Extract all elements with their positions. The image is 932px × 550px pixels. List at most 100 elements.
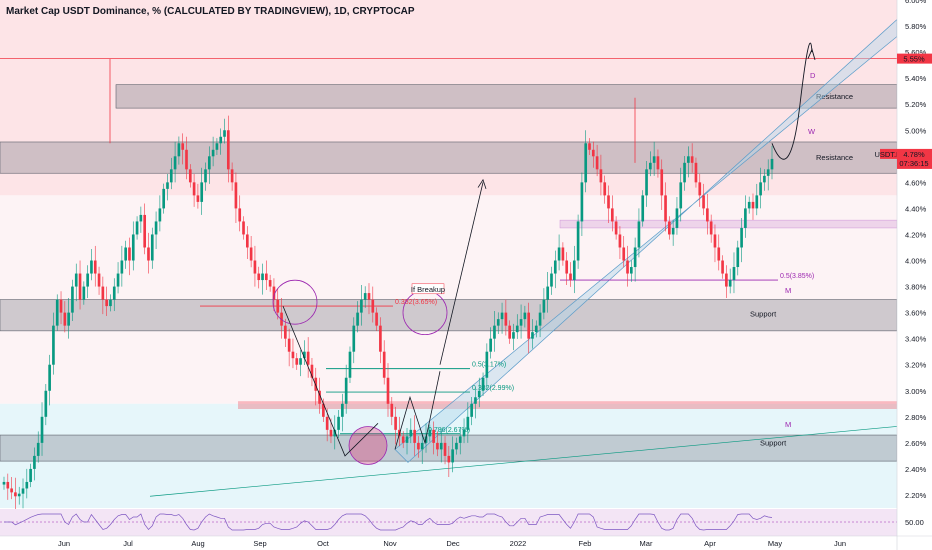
candle-body (128, 247, 131, 261)
candle-body (363, 293, 367, 300)
annotations: If Breakup W D M M (272, 42, 816, 465)
candle-body (603, 182, 607, 196)
target-tag (897, 53, 932, 64)
candle-body (755, 195, 759, 209)
candle-body (333, 429, 337, 437)
candle-body (295, 358, 299, 365)
candle-body (645, 169, 648, 196)
candle-body (71, 286, 74, 313)
swing-path (394, 371, 441, 450)
candle-body (272, 286, 276, 300)
candle-body (515, 325, 519, 333)
candle-body (534, 325, 538, 333)
candle-body (763, 175, 766, 183)
candle-body (694, 162, 698, 183)
candle-body (287, 338, 291, 352)
candle-body (485, 351, 489, 378)
y-tick-label: 2.40% (905, 465, 927, 474)
candle-body (367, 293, 371, 300)
candle-body (474, 397, 477, 404)
candle-body (641, 195, 645, 222)
y-tick-label: 4.40% (905, 204, 927, 213)
x-tick-label: Aug (191, 539, 204, 548)
candle-body (477, 390, 481, 398)
circle-marker-filled (348, 426, 388, 465)
candle-body (572, 260, 576, 281)
candle-body (493, 325, 496, 339)
candle-body (40, 416, 44, 443)
projection-curve (771, 42, 813, 160)
candle-body (610, 208, 614, 222)
candle-body (325, 416, 329, 430)
candle-body (690, 156, 694, 163)
candle-body (717, 247, 721, 261)
x-tick-label: Mar (640, 539, 653, 548)
candle-body (17, 493, 21, 497)
candle-body (375, 312, 378, 326)
candle-body (341, 403, 344, 417)
pattern-label-w: W (808, 127, 816, 136)
candle-body (379, 325, 382, 352)
arrow-head (807, 48, 816, 61)
candle-body (542, 299, 546, 313)
candle-body (709, 221, 713, 235)
candle-body (249, 247, 253, 261)
candle-body (55, 299, 59, 326)
candle-body (185, 149, 188, 170)
candle-body (90, 260, 93, 274)
candle-body (523, 312, 527, 320)
candle-body (360, 299, 363, 313)
candle-body (63, 312, 67, 326)
candle-body (679, 182, 683, 209)
candle-body (439, 442, 443, 450)
fib-label-3: 0.786(2.67%) (428, 427, 470, 434)
rsi-line (4, 513, 773, 531)
candle-body (276, 299, 280, 313)
candle-body (93, 260, 97, 274)
y-tick-label: 3.60% (905, 309, 927, 318)
candle-body (489, 338, 492, 352)
candle-body (649, 162, 652, 170)
candle-body (310, 364, 314, 378)
candle-body (82, 286, 86, 300)
candle-body (671, 227, 675, 235)
candle-body (683, 162, 686, 183)
candle-body (538, 312, 542, 326)
candle-body (48, 364, 51, 391)
candle-body (721, 260, 724, 274)
candle-body (223, 130, 226, 137)
breakout-arrow (439, 182, 484, 365)
candle-body (420, 442, 424, 450)
fib-label-1: 0.5(3.17%) (472, 362, 506, 369)
fib-label-4: 0.5(3.85%) (780, 273, 814, 280)
candle-body (356, 312, 359, 326)
candle-body (86, 273, 89, 287)
candle-body (120, 260, 124, 274)
breakup-label: If Breakup (411, 285, 445, 294)
candle-body (261, 273, 264, 281)
y-tick-label: 5.20% (905, 100, 927, 109)
candle-body (595, 156, 599, 170)
candle-body (200, 182, 204, 202)
candle-body (394, 416, 397, 430)
candle-body (725, 273, 728, 287)
candle-body (139, 214, 143, 222)
fib-label-0: 0.382(3.65%) (395, 299, 437, 306)
candle-body (527, 312, 531, 339)
y-tick-label: 5.40% (905, 74, 927, 83)
candle-body (158, 208, 162, 222)
trend-lines: 0.382(3.65%) 0.5(3.17%) 0.382(2.99%) 0.786(… (149, 18, 931, 497)
candle-body (105, 299, 108, 307)
candle-body (135, 221, 139, 235)
pattern-label-d: D (810, 71, 816, 80)
candle-body (101, 286, 105, 300)
zone-resistance (115, 84, 898, 109)
candle-body (303, 351, 306, 359)
candle-body (668, 221, 671, 235)
candle-body (652, 156, 656, 163)
candle-body (382, 351, 386, 378)
fib-label-2: 0.382(2.99%) (472, 385, 514, 392)
candle-body (78, 273, 82, 300)
candle-body (188, 169, 192, 183)
